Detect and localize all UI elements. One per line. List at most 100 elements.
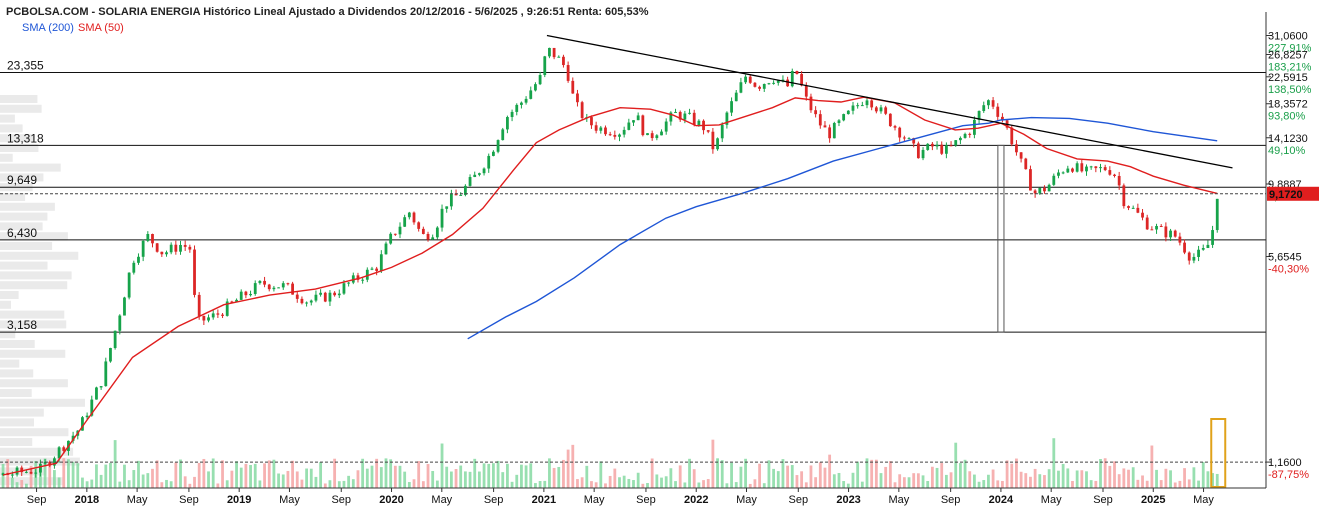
candle-body (832, 123, 836, 139)
volume-bar (1187, 479, 1191, 488)
volume-bar (1145, 480, 1149, 488)
y-tick-pct: 49,10% (1268, 145, 1306, 157)
candle-body (590, 117, 593, 126)
candle-body (1211, 230, 1214, 245)
candle-body (449, 193, 453, 207)
volume-bar (127, 480, 131, 488)
profile-bar (0, 320, 67, 329)
volume-bar (562, 459, 565, 488)
volume-bar (548, 458, 551, 488)
volume-bar (613, 468, 617, 488)
volume-bar (492, 463, 495, 488)
volume-bar (632, 480, 635, 488)
candle-body (141, 240, 145, 257)
volume-bar (10, 477, 14, 488)
candle-body (870, 100, 874, 108)
candle-body (632, 120, 635, 123)
candle-body (1085, 166, 1088, 172)
candle-body (155, 243, 159, 252)
candle-body (407, 212, 411, 218)
candle-body (1015, 144, 1018, 153)
profile-bar (0, 281, 68, 290)
candle-body (384, 243, 388, 255)
candle-body (244, 291, 248, 296)
volume-bar (959, 463, 962, 488)
volume-bar (1183, 468, 1186, 488)
candle-body (1131, 207, 1135, 209)
candle-body (1108, 170, 1112, 175)
volume-bar (230, 470, 234, 488)
candle-body (730, 101, 733, 113)
candle-body (431, 237, 435, 240)
volume-bar (225, 480, 229, 488)
volume-bar (1085, 471, 1088, 488)
chart-title: PCBOLSA.COM - SOLARIA ENERGIA Histórico … (6, 6, 649, 18)
volume-bar (515, 474, 519, 488)
candle-body (235, 299, 238, 302)
x-tick-label: 2018 (75, 494, 99, 506)
candle-body (249, 293, 252, 296)
candle-body (188, 246, 192, 250)
volume-bar (1141, 475, 1144, 488)
volume-bar (1005, 460, 1009, 488)
volume-bar (1094, 480, 1098, 488)
candle-body (1010, 127, 1014, 145)
candle-body (281, 283, 285, 288)
candle-body (1141, 212, 1144, 218)
volume-bar (622, 475, 626, 488)
x-tick-label: Sep (1093, 494, 1113, 506)
volume-bar (459, 465, 463, 488)
volume-bar (1192, 467, 1196, 488)
volume-bar (207, 471, 210, 488)
x-tick-label: 2019 (227, 494, 251, 506)
volume-bar (968, 471, 972, 488)
volume-bar (767, 460, 771, 488)
candle-body (604, 127, 607, 135)
volume-bar (123, 464, 126, 488)
candle-body (417, 222, 421, 229)
volume-bar (81, 477, 84, 488)
candle-body (683, 113, 687, 120)
candle-body (1099, 167, 1102, 169)
candlesticks (1, 47, 1219, 478)
volume-bar (440, 443, 444, 488)
candle-body (351, 275, 355, 283)
candle-body (305, 302, 308, 304)
candle-body (580, 102, 584, 118)
candle-body (996, 106, 1000, 117)
candle-body (151, 234, 154, 244)
x-tick-label: 2021 (532, 494, 556, 506)
candle-body (1150, 229, 1154, 231)
candle-body (1183, 242, 1186, 253)
volume-bar (1103, 458, 1107, 488)
candle-body (706, 130, 710, 132)
volume-bar (333, 458, 337, 488)
volume-bar (319, 462, 323, 488)
candle-body (576, 93, 579, 103)
volume-bar (137, 460, 140, 488)
candle-body (463, 185, 467, 195)
volume-bar (1071, 480, 1074, 488)
volume-bar (1150, 445, 1154, 488)
volume-bar (1201, 462, 1205, 488)
candle-body (608, 134, 612, 136)
candle-body (548, 47, 551, 57)
x-tick-label: 2022 (684, 494, 708, 506)
volume-bar (1131, 467, 1135, 488)
volume-bar (790, 465, 794, 488)
legend-sma50: SMA (50) (78, 22, 124, 34)
volume-bar (300, 479, 304, 488)
volume-bar (365, 468, 369, 488)
candle-body (183, 244, 187, 247)
volume-bar (921, 475, 925, 488)
candle-body (977, 110, 981, 120)
volume-bar (221, 460, 224, 488)
volume-bar (599, 461, 603, 488)
volume-bar (323, 483, 327, 488)
candle-body (389, 233, 393, 244)
x-tick-label: May (584, 494, 605, 506)
candle-body (529, 90, 533, 99)
candle-body (496, 140, 500, 152)
volume-bar (1206, 471, 1210, 488)
candle-body (851, 105, 855, 111)
